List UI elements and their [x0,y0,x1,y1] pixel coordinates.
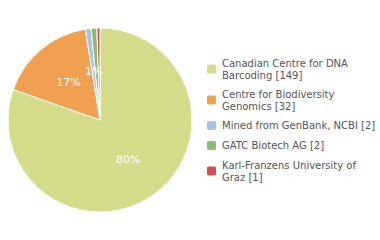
svg-text:Centre for Biodiversity: Centre for Biodiversity [222,89,335,100]
svg-text:80%: 80% [116,153,140,166]
svg-text:Karl-Franzens University of: Karl-Franzens University of [222,160,356,171]
svg-text:Graz [1]: Graz [1] [222,172,263,183]
svg-text:Canadian Centre for DNA: Canadian Centre for DNA [222,58,348,69]
svg-text:17%: 17% [56,76,80,89]
svg-text:Mined from GenBank, NCBI [2]: Mined from GenBank, NCBI [2] [222,120,375,131]
svg-text:Barcoding [149]: Barcoding [149] [222,70,302,81]
svg-text:Genomics [32]: Genomics [32] [222,101,295,112]
svg-text:GATC Biotech AG [2]: GATC Biotech AG [2] [222,140,324,151]
svg-text:1%: 1% [85,65,102,78]
